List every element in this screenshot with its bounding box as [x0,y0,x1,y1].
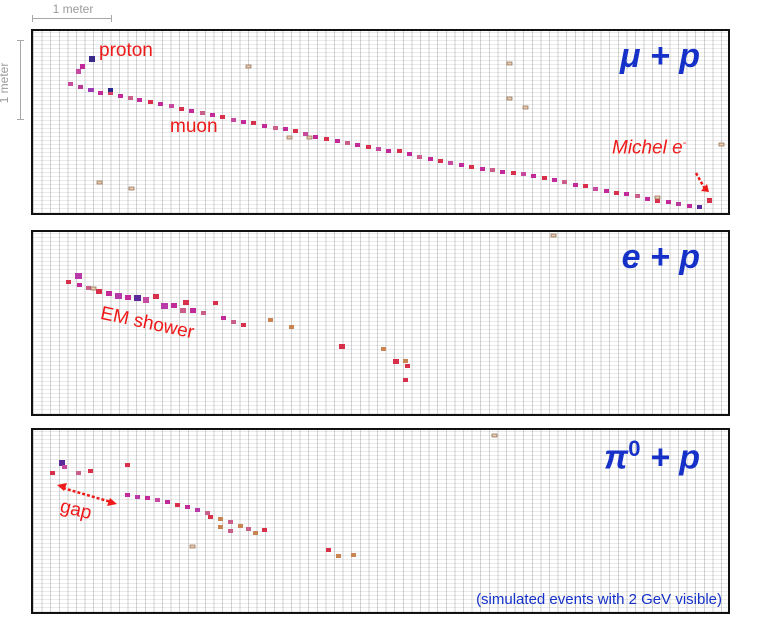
michel-label-sup: - [682,137,687,149]
panel-title-text: μ + p [619,37,700,75]
horizontal-scale-line [32,15,112,22]
isolated-hits [189,433,498,549]
panel-title-text: e + p [621,238,700,276]
horizontal-scale-bar: 1 meter [32,2,114,22]
hits-layer-electron [66,233,557,382]
vertical-scale-bar: 1 meter [0,40,26,140]
panel-title-sup: 0 [628,436,641,461]
panel-title-rest: + p [640,438,700,477]
michel-electron-hits [707,198,712,203]
event-display-electron-proton: e + p EM shower [31,230,730,416]
event-display-pi0-proton: π0 + p gap (simulated events with 2 GeV … [31,428,730,614]
gap-arrow [57,483,117,506]
isolated-hits [90,233,557,291]
panel-title: e + p [622,238,700,277]
photon-shower-hits [50,460,356,558]
horizontal-scale-label: 1 meter [52,2,94,16]
muon-track-hits [68,82,702,209]
proton-track-hits [76,56,113,92]
vertical-scale-line [17,40,24,120]
muon-label: muon [170,116,218,137]
panel-title: π0 + p [604,436,700,477]
event-display-muon-proton: μ + p proton muon Michel e- [31,29,730,215]
michel-label-text: Michel e [612,137,683,159]
michel-arrow [694,172,709,192]
hits-layer-pi0 [50,433,498,558]
simulation-note: (simulated events with 2 GeV visible) [476,591,722,608]
shower-hits [66,273,410,382]
michel-label: Michel e- [612,137,686,159]
panel-title-pi: π [604,438,629,477]
hits-layer-muon [68,56,725,209]
panel-title: μ + p [620,37,700,76]
isolated-hits [96,61,725,200]
proton-label: proton [99,40,153,61]
vertical-scale-label: 1 meter [0,62,11,104]
